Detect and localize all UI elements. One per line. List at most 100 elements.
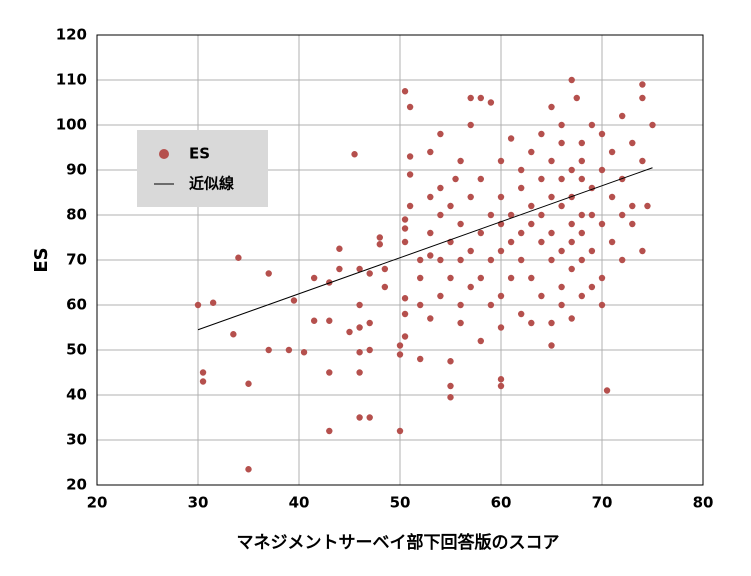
point (310, 274, 318, 282)
point (230, 331, 237, 338)
point (538, 130, 545, 138)
y-tick-label: 30 (66, 431, 87, 449)
point (381, 283, 389, 291)
y-axis-title: ES (31, 247, 52, 272)
point (477, 229, 484, 237)
point (447, 394, 454, 401)
point (487, 301, 495, 309)
point (356, 301, 363, 309)
point (457, 301, 464, 309)
point (598, 166, 606, 174)
point (427, 148, 434, 156)
point (538, 292, 545, 300)
point (644, 202, 651, 210)
point (497, 193, 505, 201)
point (538, 238, 545, 246)
point (578, 229, 585, 237)
x-tick-label: 70 (592, 494, 613, 512)
trend-line (197, 167, 653, 331)
point (457, 220, 464, 228)
point (528, 319, 535, 327)
point (417, 301, 424, 309)
point (528, 274, 535, 282)
point (528, 148, 535, 156)
point (401, 310, 409, 318)
point (401, 333, 409, 340)
point (447, 202, 454, 210)
point (406, 103, 414, 111)
point (497, 247, 505, 255)
point (558, 121, 565, 129)
point (351, 151, 358, 158)
point (452, 175, 459, 183)
point (497, 324, 505, 331)
point (507, 211, 515, 219)
point (396, 427, 404, 435)
point (336, 245, 343, 252)
point (588, 283, 596, 291)
y-tick-label: 80 (66, 206, 87, 224)
point (467, 283, 474, 291)
point (417, 274, 424, 282)
x-tick-label: 20 (87, 494, 108, 512)
point (598, 130, 606, 138)
point (619, 211, 626, 219)
point (366, 319, 373, 327)
point (608, 238, 616, 246)
point (199, 378, 207, 385)
point (199, 369, 207, 376)
point (507, 238, 515, 246)
x-tick-label: 80 (693, 494, 714, 512)
legend-label: 近似線 (189, 175, 234, 193)
point (326, 317, 333, 324)
point (437, 256, 444, 264)
point (457, 157, 464, 165)
point (558, 247, 565, 255)
x-axis-title: マネジメントサーベイ部下回答版のスコア (237, 532, 560, 553)
point (568, 166, 575, 174)
point (265, 346, 272, 354)
point (497, 382, 505, 390)
x-tick-label: 60 (491, 494, 512, 512)
point (548, 157, 555, 165)
point (603, 387, 611, 394)
point (477, 175, 484, 183)
point (639, 81, 646, 88)
point (467, 121, 474, 129)
point (588, 121, 596, 129)
point (578, 256, 585, 264)
point (487, 256, 495, 264)
point (578, 157, 585, 165)
point (578, 211, 585, 219)
point (538, 211, 545, 219)
point (401, 216, 409, 223)
point (629, 139, 636, 147)
point (396, 342, 404, 349)
point (497, 292, 505, 300)
point (209, 299, 217, 306)
point (573, 94, 580, 102)
point (401, 88, 409, 95)
point (401, 295, 409, 302)
point (518, 229, 525, 237)
x-tick-label: 30 (188, 494, 209, 512)
point (406, 202, 414, 210)
point (578, 139, 585, 147)
point (326, 427, 333, 435)
point (376, 241, 383, 248)
point (588, 247, 596, 255)
point (447, 274, 454, 282)
point (366, 270, 373, 277)
plot-border (96, 34, 704, 486)
point (437, 292, 444, 300)
point (598, 301, 606, 309)
point (538, 175, 545, 183)
point (457, 256, 464, 264)
point (608, 148, 616, 156)
point (649, 121, 656, 129)
point (568, 315, 575, 322)
point (548, 193, 555, 201)
point (401, 238, 409, 246)
